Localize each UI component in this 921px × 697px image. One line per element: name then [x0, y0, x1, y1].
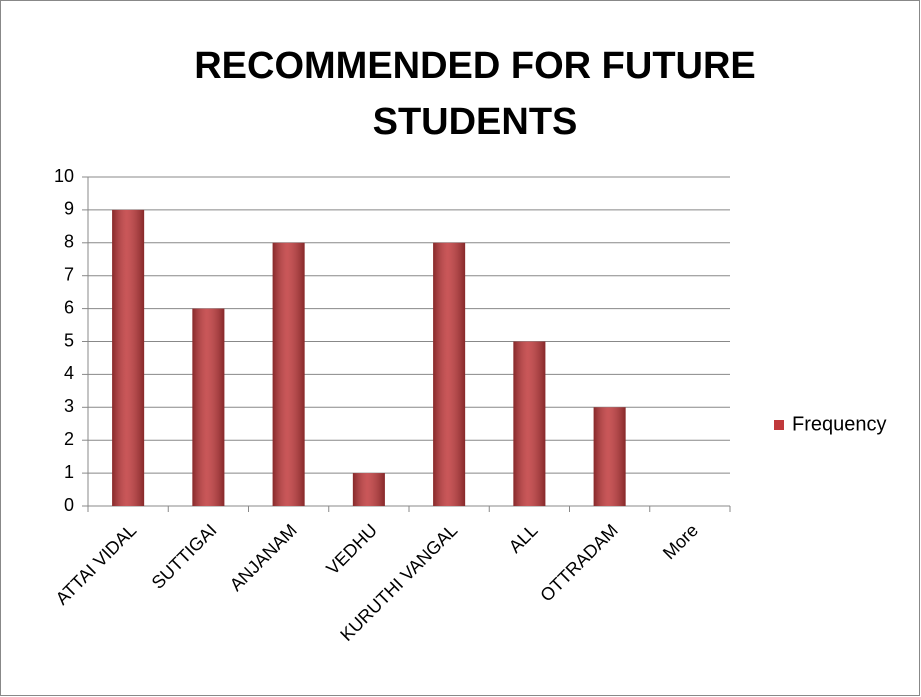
y-tick-label: 0 [64, 495, 74, 515]
bar-shading [593, 407, 626, 506]
x-tick-label: SUTTIGAI [148, 520, 221, 593]
chart-title: RECOMMENDED FOR FUTURE STUDENTS [194, 45, 756, 143]
y-tick-label: 7 [64, 264, 74, 284]
y-tick-label: 9 [64, 199, 74, 219]
x-tick-label: OTTRADAM [536, 520, 622, 606]
bar-shading [513, 341, 546, 506]
y-tick-label: 5 [64, 330, 74, 350]
y-tick-label: 6 [64, 297, 74, 317]
bar-shading [433, 242, 466, 507]
y-tick-label: 2 [64, 429, 74, 449]
bar-shading [192, 308, 225, 506]
y-tick-label: 3 [64, 396, 74, 416]
y-tick-label: 1 [64, 462, 74, 482]
y-tick-label: 8 [64, 232, 74, 252]
bar-shading [352, 473, 385, 506]
x-tick-label: ANJANAM [226, 520, 301, 595]
bar-shading [112, 209, 145, 506]
legend-label: Frequency [792, 413, 887, 435]
x-tick-label: VEDHU [322, 520, 381, 579]
y-tick-label: 4 [64, 363, 74, 383]
x-tick-label: ALL [505, 520, 542, 557]
x-tick-label: More [659, 520, 702, 563]
x-tick-label: ATTAI VIDAL [52, 520, 141, 609]
legend-marker [774, 420, 784, 430]
bar-shading [272, 242, 305, 507]
y-tick-label: 10 [54, 166, 74, 186]
